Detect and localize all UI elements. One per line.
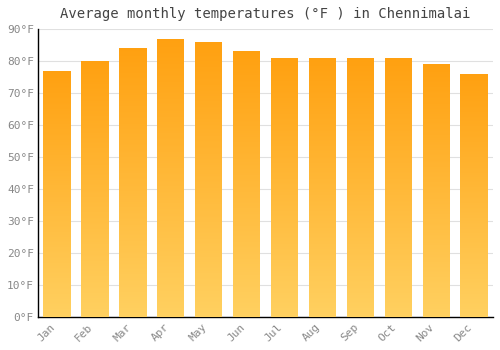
- Title: Average monthly temperatures (°F ) in Chennimalai: Average monthly temperatures (°F ) in Ch…: [60, 7, 471, 21]
